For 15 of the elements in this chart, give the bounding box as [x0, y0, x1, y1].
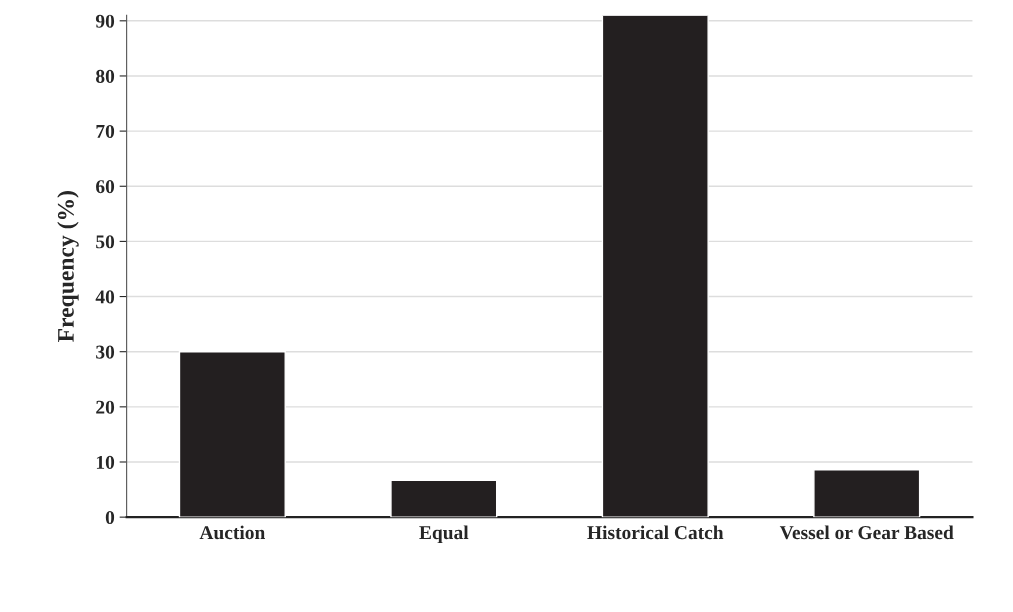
x-tick-label: Vessel or Gear Based	[779, 525, 954, 540]
y-tick-label: 60	[96, 180, 115, 194]
y-axis-title: Frequency (%)	[57, 191, 79, 342]
x-tick-label: Auction	[199, 525, 266, 540]
y-tick-label: 10	[96, 455, 115, 469]
y-tick-label: 90	[95, 14, 115, 28]
y-tick-label: 70	[96, 124, 115, 139]
y-tick-label: 30	[96, 345, 115, 359]
x-tick-label: Equal	[419, 525, 469, 544]
y-tick-label: 20	[96, 400, 115, 414]
y-tick-label: 0	[105, 510, 115, 525]
x-tick-label: Historical Catch	[587, 525, 724, 540]
y-tick-label: 80	[96, 69, 115, 83]
y-tick-label: 50	[96, 235, 115, 249]
y-tick-label: 40	[95, 290, 115, 304]
